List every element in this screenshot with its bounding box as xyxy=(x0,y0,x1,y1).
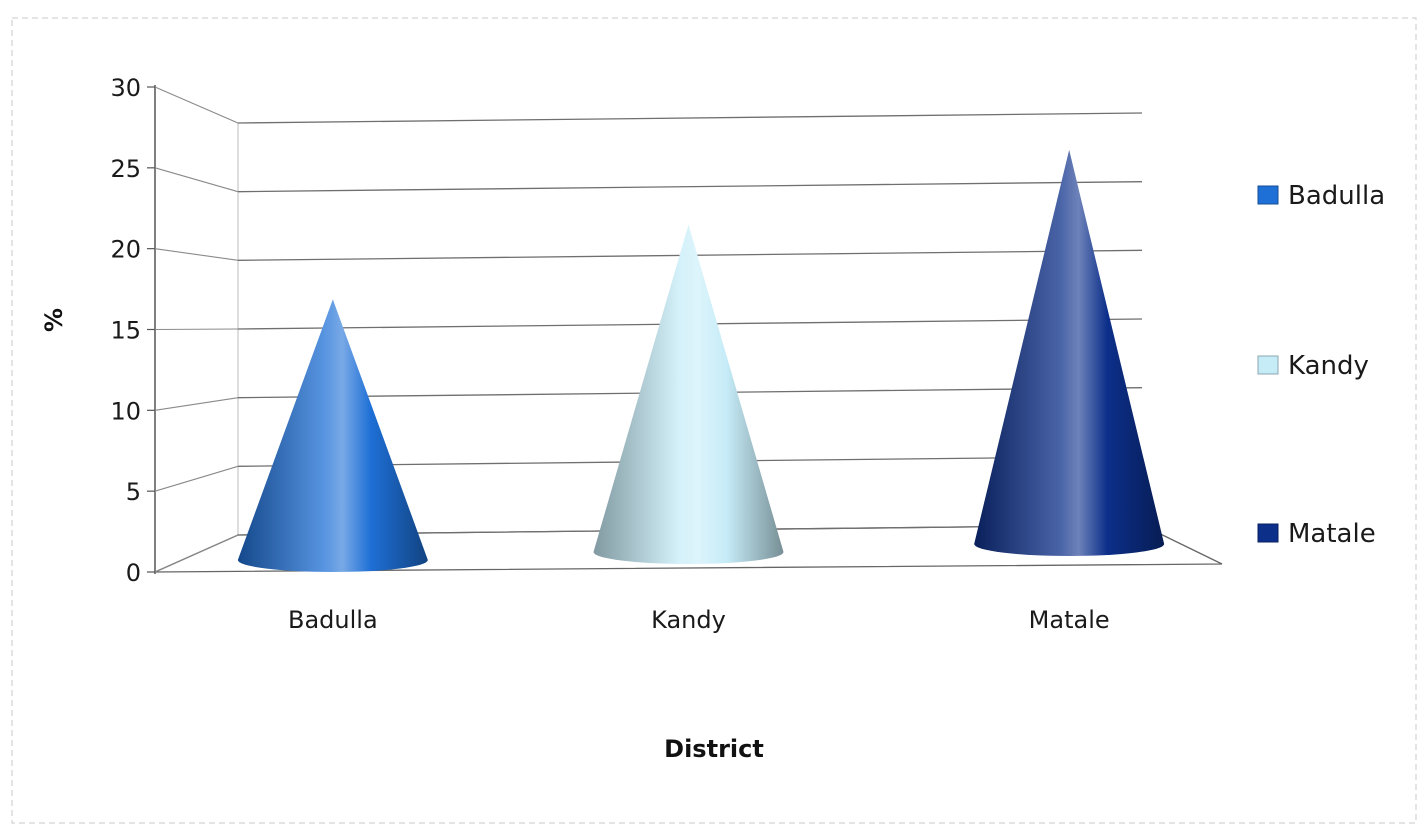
x-axis-label: District xyxy=(664,735,764,763)
y-tick-label: 10 xyxy=(110,397,141,425)
legend-swatch-badulla xyxy=(1257,185,1279,205)
cone-body xyxy=(593,224,784,564)
cone-body xyxy=(974,149,1165,556)
data-marks xyxy=(237,149,1165,572)
y-axis-label: % xyxy=(40,308,68,332)
gridline xyxy=(237,181,1143,193)
legend-swatch-kandy xyxy=(1257,355,1279,375)
gridline-diagonal xyxy=(154,167,239,193)
y-tick-label: 25 xyxy=(110,155,141,183)
y-tick-label: 15 xyxy=(110,317,141,345)
cone-matale xyxy=(974,149,1165,556)
y-axis-ticks: 0 5 10 15 20 25 30 xyxy=(110,74,141,587)
cone-badulla xyxy=(237,299,428,572)
legend-label: Kandy xyxy=(1288,351,1369,381)
gridline-diagonal xyxy=(154,248,239,261)
gridline-diagonal xyxy=(154,534,239,573)
x-axis-ticks: Badulla Kandy Matale xyxy=(288,606,1110,634)
y-tick-label: 5 xyxy=(126,478,141,506)
y-tick-label: 0 xyxy=(126,559,141,587)
legend-label: Badulla xyxy=(1288,181,1385,211)
cone-kandy xyxy=(593,224,784,564)
gridline-diagonal xyxy=(154,328,239,331)
legend-label: Matale xyxy=(1288,519,1376,549)
gridline xyxy=(237,112,1143,124)
legend: Badulla Kandy Matale xyxy=(1257,181,1385,549)
gridline-diagonal xyxy=(154,86,239,124)
gridline-diagonal xyxy=(154,465,239,492)
cone-body xyxy=(237,299,428,572)
gridline-diagonal xyxy=(154,397,239,411)
x-tick-label: Matale xyxy=(1029,606,1110,634)
x-tick-label: Badulla xyxy=(288,606,378,634)
x-tick-label: Kandy xyxy=(651,606,726,634)
y-tick-label: 20 xyxy=(110,236,141,264)
legend-swatch-matale xyxy=(1257,523,1279,543)
y-tick-label: 30 xyxy=(110,74,141,102)
